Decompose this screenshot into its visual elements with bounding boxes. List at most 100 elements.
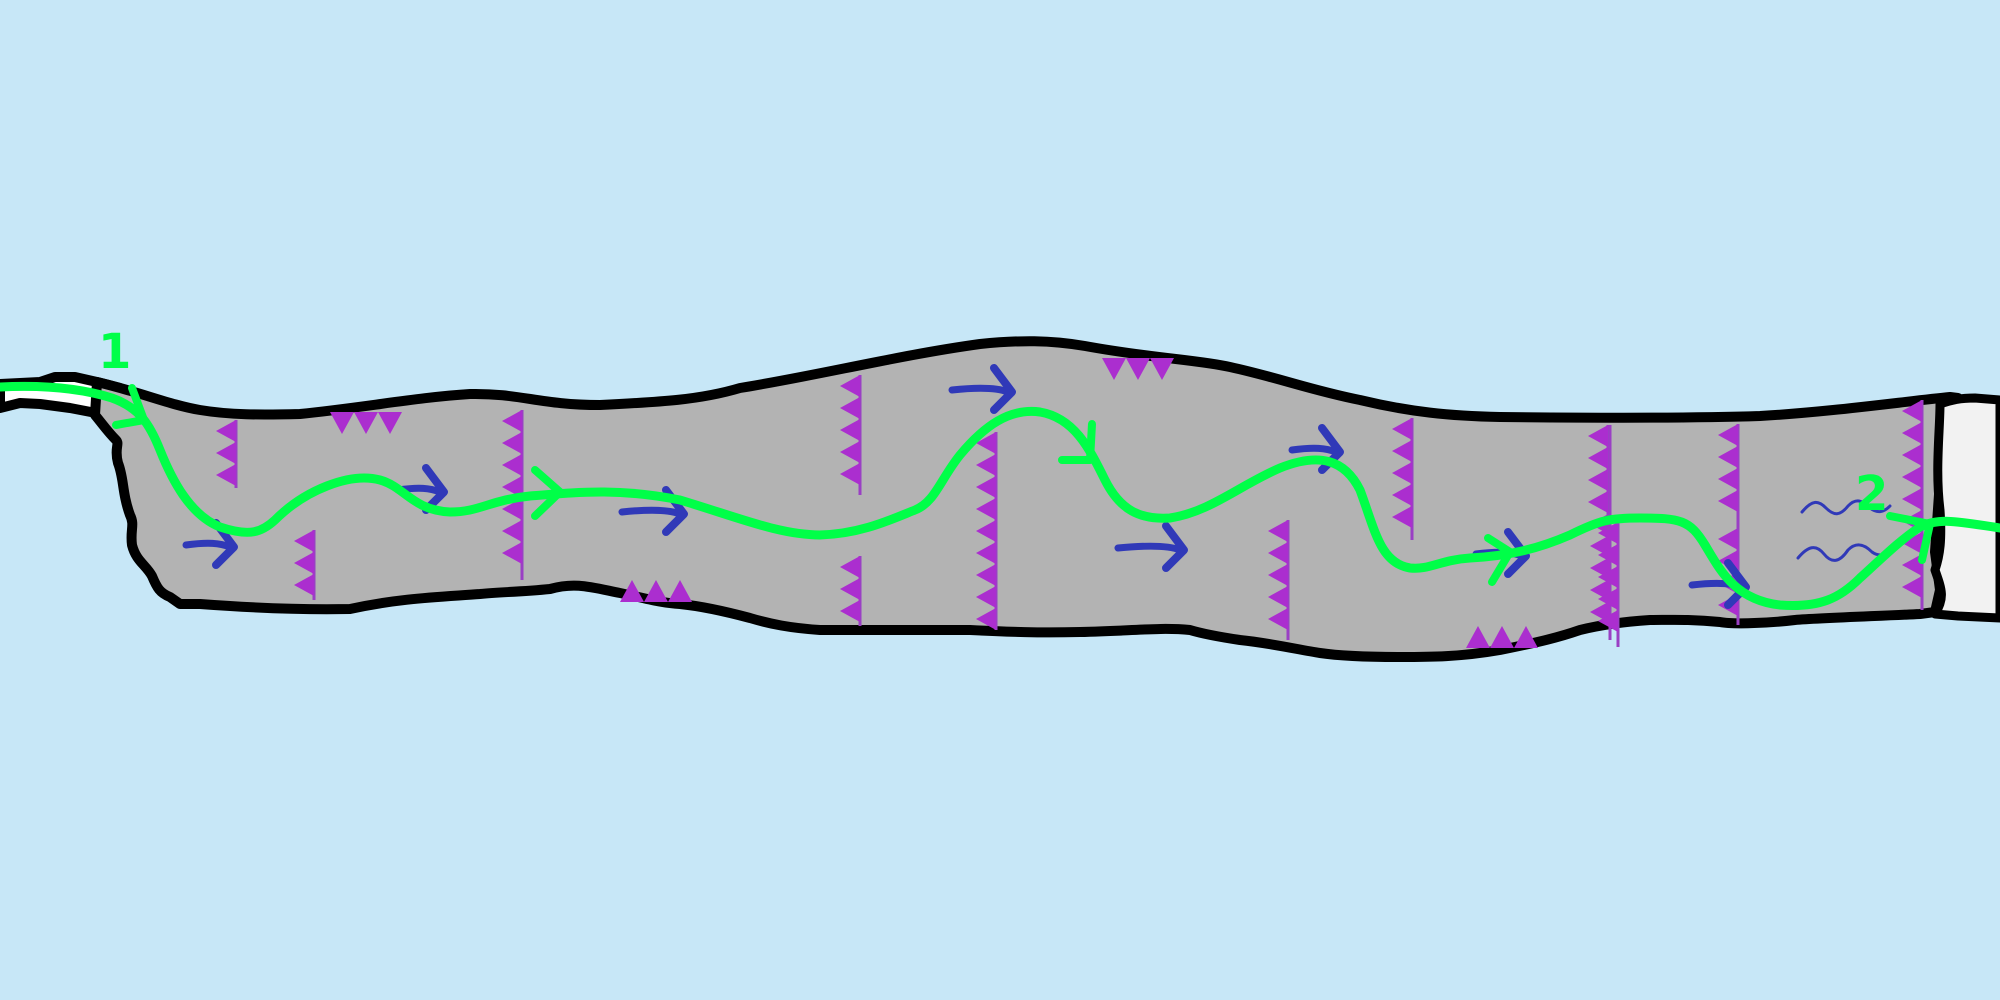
spike-icon [1392, 484, 1412, 506]
spike-icon [502, 476, 522, 498]
spike-icon [1902, 554, 1922, 576]
spike-icon [976, 476, 996, 498]
spike-icon [216, 420, 236, 442]
spike-icon [1588, 447, 1608, 469]
spike-icon [1490, 626, 1514, 648]
spike-icon [502, 520, 522, 542]
spike-icon [1718, 490, 1738, 512]
spike-column [840, 556, 862, 626]
spike-icon [1902, 488, 1922, 510]
spike-column [1902, 400, 1924, 610]
spike-row [1102, 358, 1174, 380]
spike-icon [840, 375, 860, 397]
route-arrow-2 [1058, 420, 1096, 464]
spike-column [1392, 418, 1414, 540]
end-marker: 2 [1855, 466, 1888, 522]
spike-row [620, 580, 692, 602]
spike-icon [502, 454, 522, 476]
spike-icon [294, 530, 314, 552]
spike-icon [1466, 626, 1490, 648]
spike-icon [1588, 425, 1608, 447]
spike-icon [1150, 358, 1174, 380]
spike-icon [1598, 610, 1618, 632]
spike-icon [1268, 564, 1288, 586]
spike-icon [1126, 358, 1150, 380]
spike-icon [1392, 440, 1412, 462]
water-current-arrows [182, 364, 1750, 609]
spike-icon [502, 432, 522, 454]
spike-icon [1902, 576, 1922, 598]
spike-icon [976, 432, 996, 454]
spike-icon [1392, 418, 1412, 440]
spike-icon [976, 498, 996, 520]
spike-icon [1902, 532, 1922, 554]
spike-icon [1902, 444, 1922, 466]
spike-icon [976, 454, 996, 476]
spike-column [294, 530, 316, 600]
spike-icon [976, 608, 996, 630]
spike-icon [840, 419, 860, 441]
spike-icon [1902, 400, 1922, 422]
spike-icon [840, 397, 860, 419]
spike-icon [1268, 542, 1288, 564]
spike-icon [840, 578, 860, 600]
spike-icon [330, 412, 354, 434]
spike-icon [1514, 626, 1538, 648]
route-arrow-3 [1484, 534, 1514, 586]
spike-icon [976, 564, 996, 586]
spike-icon [976, 520, 996, 542]
route-arrow-1 [531, 466, 564, 520]
spike-column [216, 420, 238, 488]
current-arrow-icon [948, 364, 1016, 414]
spike-column [976, 432, 998, 630]
spike-icon [1902, 466, 1922, 488]
spike-icon [1588, 491, 1608, 513]
route-arrows [112, 384, 1934, 586]
spike-column [1598, 522, 1620, 647]
spike-icon [976, 586, 996, 608]
spike-column [840, 375, 862, 495]
spike-icon [502, 410, 522, 432]
spike-icon [1102, 358, 1126, 380]
spike-icon [354, 412, 378, 434]
spike-icon [620, 580, 644, 602]
route-arrow-end [1886, 512, 1934, 564]
start-marker: 1 [98, 324, 131, 380]
spike-icon [1718, 468, 1738, 490]
spike-icon [216, 464, 236, 486]
spike-icon [294, 552, 314, 574]
spike-icon [840, 441, 860, 463]
spike-column [1718, 424, 1740, 530]
spike-icon [840, 463, 860, 485]
spike-icon [1268, 586, 1288, 608]
exit-gate [1930, 393, 2000, 623]
spike-icon [502, 542, 522, 564]
spike-icon [1268, 520, 1288, 542]
spike-icon [1598, 566, 1618, 588]
spike-icon [378, 412, 402, 434]
spike-icon [294, 574, 314, 596]
spike-icon [668, 580, 692, 602]
spike-icon [502, 498, 522, 520]
spike-icon [644, 580, 668, 602]
spike-icon [1392, 462, 1412, 484]
spike-icon [1598, 544, 1618, 566]
spike-icon [976, 542, 996, 564]
spike-icon [840, 556, 860, 578]
spike-icon [840, 600, 860, 622]
spike-icon [1718, 446, 1738, 468]
spike-column [1268, 520, 1290, 640]
spike-icon [1268, 608, 1288, 630]
spike-icon [1598, 522, 1618, 544]
spike-icon [1392, 506, 1412, 528]
spike-hazards [216, 358, 1924, 648]
spike-icon [1588, 469, 1608, 491]
spike-icon [1902, 422, 1922, 444]
spike-icon [1718, 424, 1738, 446]
spike-icon [1718, 528, 1738, 550]
route-arrow-start [112, 384, 148, 429]
route-path [0, 381, 2000, 611]
spike-icon [216, 442, 236, 464]
spike-row [1466, 626, 1538, 648]
